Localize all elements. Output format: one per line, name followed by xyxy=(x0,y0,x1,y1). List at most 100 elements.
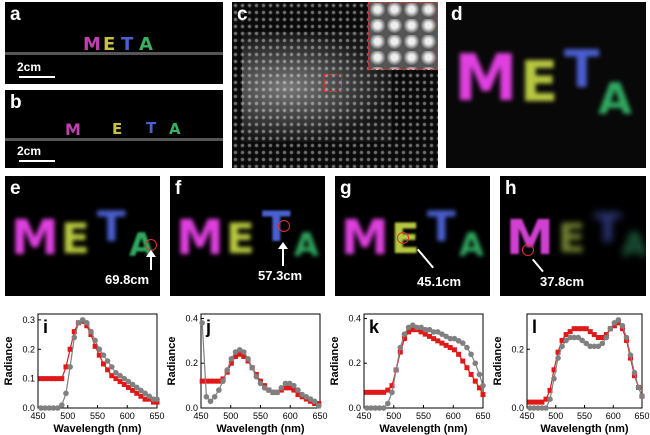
x-axis-label: Wavelength (nm) xyxy=(379,423,468,435)
scale-bar xyxy=(19,76,55,78)
letter-t: T xyxy=(121,34,134,55)
data-point-gray xyxy=(274,389,280,396)
data-point-red xyxy=(134,390,140,396)
data-point-gray xyxy=(418,324,424,331)
series-line-gray xyxy=(529,319,643,409)
data-point-gray xyxy=(261,385,268,391)
data-point-red xyxy=(59,376,65,382)
data-point-gray xyxy=(67,364,73,370)
data-point-red xyxy=(406,329,412,335)
data-point-gray xyxy=(543,405,549,411)
letter-e: E xyxy=(112,120,123,138)
data-point-gray xyxy=(129,381,136,388)
x-tick-label: 450 xyxy=(193,411,208,421)
panel-label-g: g xyxy=(340,178,352,199)
panel-label-i: i xyxy=(43,317,48,337)
data-point-red xyxy=(364,389,370,395)
data-point-gray xyxy=(464,344,470,351)
data-point-red xyxy=(50,376,56,382)
data-point-gray xyxy=(96,346,103,353)
data-point-gray xyxy=(459,340,466,346)
data-point-gray xyxy=(531,405,537,411)
arrow-head xyxy=(278,242,288,249)
photo-panel-c: c xyxy=(232,2,438,168)
photo-panel-e: e M E T A 69.8cm xyxy=(5,176,160,296)
data-point-red xyxy=(63,364,69,370)
photo-panel-h: h M E T A 37.8cm xyxy=(500,176,646,296)
data-point-gray xyxy=(468,351,474,358)
data-point-red xyxy=(543,396,549,402)
data-point-red xyxy=(291,387,297,393)
data-point-gray xyxy=(434,329,441,335)
y-tick-label: 0.0 xyxy=(511,403,524,413)
data-point-gray xyxy=(54,405,61,411)
data-point-gray xyxy=(451,335,458,342)
data-point-red xyxy=(476,385,482,391)
data-point-gray xyxy=(455,338,462,344)
panel-label-j: j xyxy=(205,317,211,337)
data-point-gray xyxy=(559,343,565,350)
letter-e: E xyxy=(520,50,559,115)
data-point-red xyxy=(372,389,378,395)
data-point-gray xyxy=(385,400,391,407)
data-point-gray xyxy=(405,324,412,331)
photo-panel-d: d M E T A xyxy=(446,2,646,168)
data-point-gray xyxy=(563,337,569,344)
data-point-gray xyxy=(439,331,445,337)
data-point-red xyxy=(615,320,621,326)
data-point-gray xyxy=(220,378,226,384)
data-point-gray xyxy=(535,405,541,411)
spectrum-chart-k: 450 500 550 600 650 0.0 0.2 0.4 Wavelength (nm) R… xyxy=(329,313,491,435)
data-point-red xyxy=(241,354,247,360)
data-point-red xyxy=(451,347,457,353)
letter-e: E xyxy=(61,214,90,263)
data-point-red xyxy=(199,378,205,384)
data-point-gray xyxy=(401,331,408,337)
data-point-red xyxy=(113,376,119,382)
x-axis-label: Wavelength (nm) xyxy=(216,423,305,435)
data-point-gray xyxy=(46,405,53,411)
x-tick-label: 600 xyxy=(120,411,135,421)
data-point-red xyxy=(472,378,478,384)
photo-panel-g: g M E T A 45.1cm xyxy=(335,176,490,296)
letter-e: E xyxy=(226,214,255,263)
panel-label-a: a xyxy=(10,4,21,25)
series-line-red xyxy=(367,329,484,395)
data-point-gray xyxy=(303,394,310,400)
photo-panel-f: f M E T A 57.3cm xyxy=(170,176,325,296)
arrow-shaft xyxy=(282,248,284,266)
data-point-red xyxy=(567,329,573,335)
data-point-gray xyxy=(59,402,65,408)
letter-a: A xyxy=(294,226,319,264)
y-axis-label: Radiance xyxy=(329,337,341,386)
letter-t: T xyxy=(594,206,622,252)
y-tick-label: 0.0 xyxy=(348,403,361,413)
y-tick-label: 0.0 xyxy=(185,403,198,413)
data-point-red xyxy=(212,378,218,384)
data-point-gray xyxy=(527,405,533,411)
data-point-gray xyxy=(113,369,119,376)
data-point-gray xyxy=(311,398,318,405)
data-point-gray xyxy=(104,358,111,364)
data-point-gray xyxy=(631,369,638,376)
data-point-gray xyxy=(199,320,205,326)
x-tick-label: 650 xyxy=(634,411,649,421)
data-point-red xyxy=(587,329,593,335)
data-point-red xyxy=(599,335,605,340)
x-tick-label: 500 xyxy=(548,411,563,421)
data-point-red xyxy=(410,327,416,333)
x-tick-label: 450 xyxy=(30,411,45,421)
x-tick-label: 550 xyxy=(253,411,268,421)
shelf-line xyxy=(5,52,223,55)
data-point-red xyxy=(117,379,123,385)
data-point-red xyxy=(468,371,474,377)
data-point-red xyxy=(237,351,243,357)
data-point-gray xyxy=(599,340,606,347)
panel-label-c: c xyxy=(237,4,248,25)
bright-region xyxy=(242,32,392,142)
panel-label-h: h xyxy=(505,178,517,199)
data-point-red xyxy=(555,349,561,355)
data-point-red xyxy=(551,367,557,373)
distance-label: 45.1cm xyxy=(417,274,462,289)
y-tick-label: 0.2 xyxy=(511,344,524,354)
